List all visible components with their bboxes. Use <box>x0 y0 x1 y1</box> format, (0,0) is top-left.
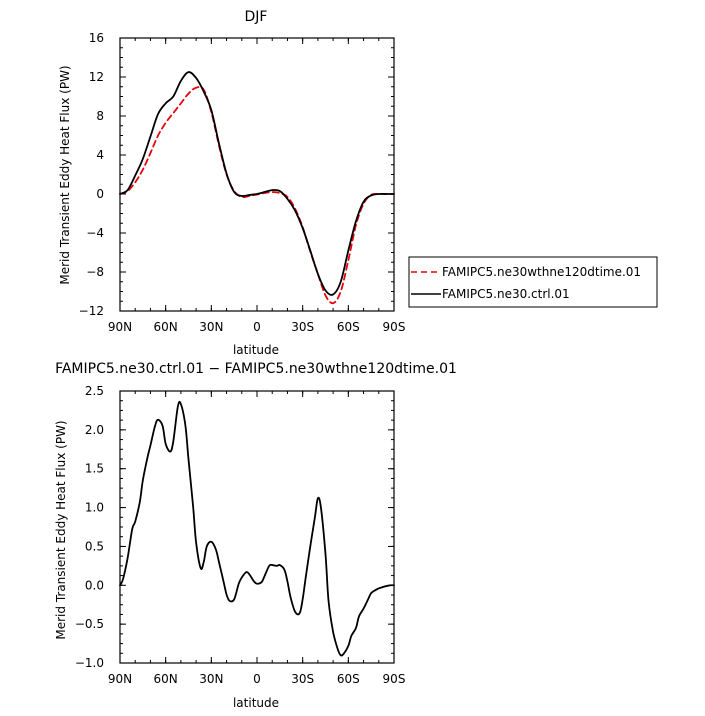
legend: FAMIPC5.ne30wthne120dtime.01 FAMIPC5.ne3… <box>408 256 658 308</box>
x-axis-label-bottom: latitude <box>233 696 279 710</box>
y-tick-label: −12 <box>79 304 104 318</box>
x-tick-label: 0 <box>253 672 261 686</box>
y-tick-label: −4 <box>86 226 104 240</box>
legend-label-series-2: FAMIPC5.ne30.ctrl.01 <box>442 287 570 301</box>
y-tick-label: 16 <box>89 31 104 45</box>
plot-frame-top <box>119 37 395 312</box>
x-tick-label: 90S <box>383 672 406 686</box>
x-tick-label: 90N <box>108 320 132 334</box>
panel-bottom: FAMIPC5.ne30.ctrl.01 − FAMIPC5.ne30wthne… <box>54 361 457 710</box>
legend-box <box>408 256 658 308</box>
y-tick-label: 2.5 <box>85 384 104 398</box>
y-tick-label: −8 <box>86 265 104 279</box>
panel-top: DJF 90N 60N 30N 0 30S 60S 90S −12 −8 −4 0 4 8 12 16 la… <box>58 9 658 357</box>
x-tick-label: 60N <box>154 672 178 686</box>
y-tick-label: 0.0 <box>85 578 104 592</box>
chart-title-bottom: FAMIPC5.ne30.ctrl.01 − FAMIPC5.ne30wthne… <box>55 361 457 377</box>
y-tick-label: 12 <box>89 70 104 84</box>
plot-area-top: 90N 60N 30N 0 30S 60S 90S −12 −8 −4 0 4 8 12 16 <box>79 31 406 334</box>
x-axis-label-top: latitude <box>233 343 279 357</box>
legend-label-series-1: FAMIPC5.ne30wthne120dtime.01 <box>442 265 641 279</box>
y-tick-label: 0.5 <box>85 539 104 553</box>
y-tick-label: 0 <box>96 187 104 201</box>
series-line-FAMIPC5.ne30.ctrl.01 <box>119 71 395 296</box>
x-tick-label: 30S <box>291 672 314 686</box>
series-line-difference <box>119 400 395 657</box>
y-tick-label: 1.0 <box>85 501 104 515</box>
chart-title-top: DJF <box>245 9 268 25</box>
plot-area-bottom: 90N 60N 30N 0 30S 60S 90S −1.0 −0.5 0.0 0.5 1.0 1.5 2… <box>75 384 406 686</box>
y-tick-label: 1.5 <box>85 462 104 476</box>
y-tick-label: 2.0 <box>85 423 104 437</box>
x-tick-label: 30N <box>199 672 223 686</box>
y-tick-label: 8 <box>96 109 104 123</box>
plot-frame-bottom <box>119 390 395 664</box>
x-tick-label: 30S <box>291 320 314 334</box>
x-tick-label: 90S <box>383 320 406 334</box>
x-tick-label: 60S <box>337 320 360 334</box>
series-line-FAMIPC5.ne30wthne120dtime.01 <box>119 86 395 305</box>
y-tick-label: −1.0 <box>75 656 104 670</box>
y-tick-label: −0.5 <box>75 617 104 631</box>
x-tick-label: 60S <box>337 672 360 686</box>
y-tick-label: 4 <box>96 148 104 162</box>
x-tick-label: 0 <box>253 320 261 334</box>
x-tick-label: 90N <box>108 672 132 686</box>
y-axis-label-bottom: Merid Transient Eddy Heat Flux (PW) <box>54 420 68 639</box>
x-tick-label: 60N <box>154 320 178 334</box>
x-tick-label: 30N <box>199 320 223 334</box>
y-axis-label-top: Merid Transient Eddy Heat Flux (PW) <box>58 65 72 284</box>
